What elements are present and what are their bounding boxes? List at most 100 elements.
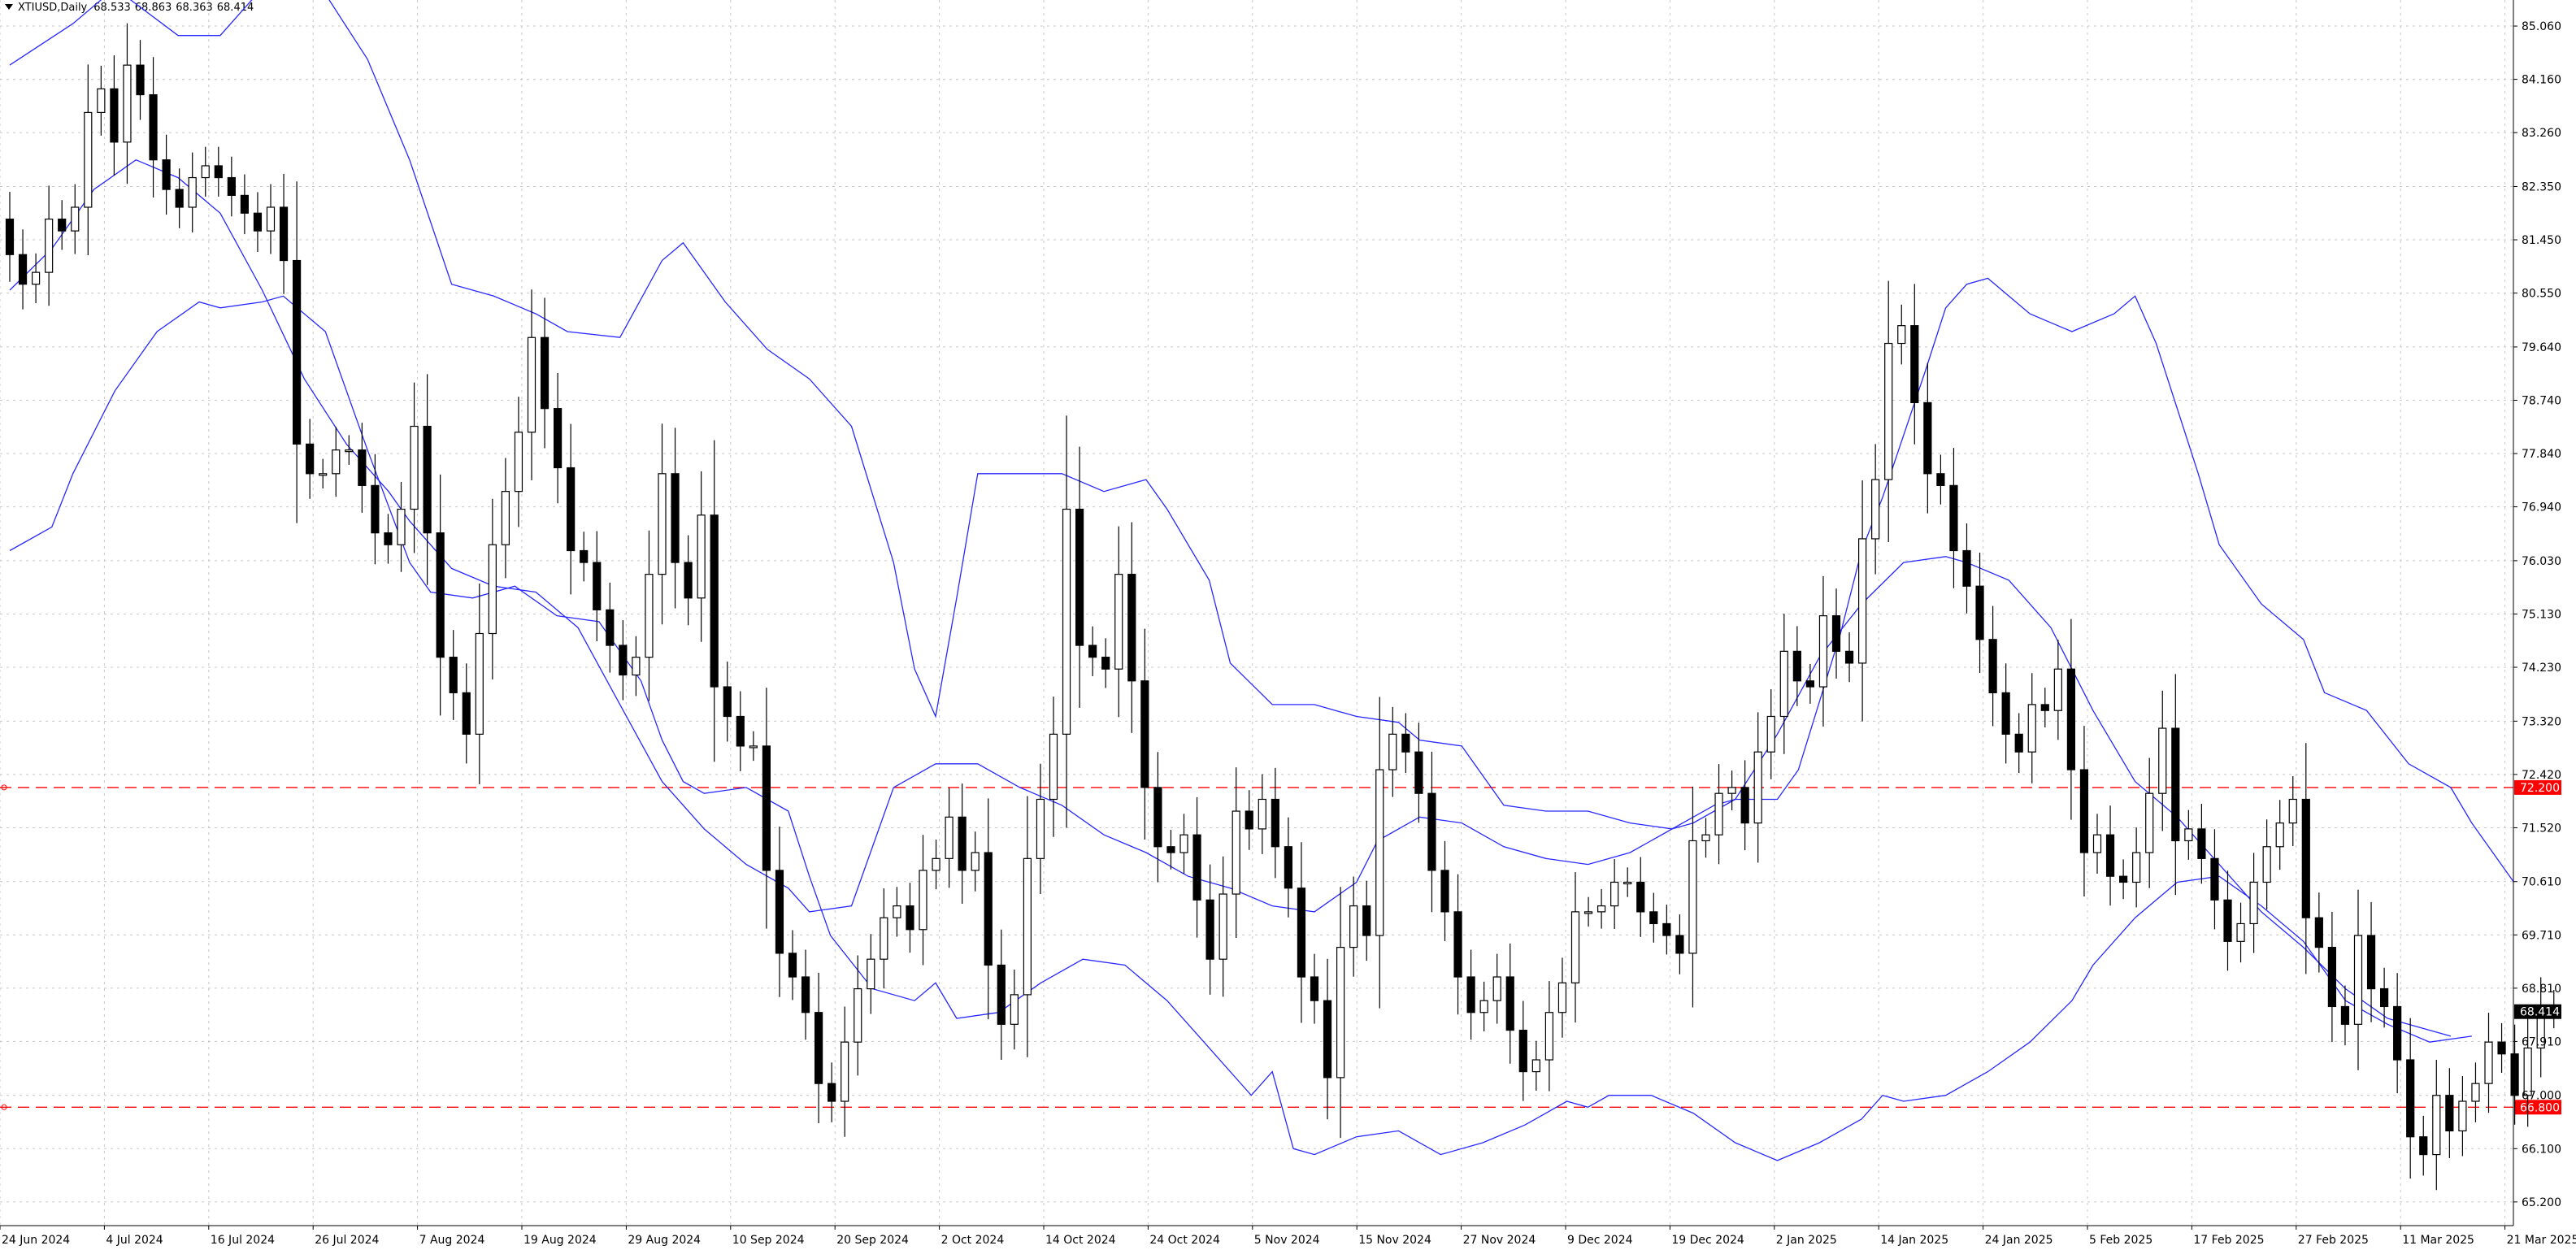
candle-body-bear [384, 532, 393, 545]
candle-body-bear [2380, 987, 2389, 1008]
candle-body-bull [266, 206, 276, 232]
candle [1557, 957, 1567, 1038]
candle [136, 40, 145, 120]
candle-body-bull [1701, 834, 1710, 842]
candle [932, 840, 940, 890]
candle-body-bull [893, 905, 901, 918]
candle [1336, 887, 1345, 1139]
candle-body-bear [436, 532, 445, 658]
y-tick-label: 85.060 [2522, 20, 2561, 33]
candle [1271, 767, 1279, 879]
candle [2340, 985, 2350, 1046]
candle-body-bear [1284, 846, 1293, 889]
candle [1114, 526, 1123, 718]
y-tick-label: 76.030 [2522, 555, 2561, 568]
candle [45, 185, 54, 306]
candle [945, 788, 954, 888]
candle-body-bull [1623, 881, 1632, 885]
candle-body-bear [1844, 650, 1854, 664]
candle-body-bull [2523, 1047, 2532, 1096]
candle [553, 372, 563, 504]
y-tick-label: 76.940 [2522, 501, 2561, 514]
candle-body-bull [945, 816, 954, 859]
candle-body-bear [2314, 917, 2323, 948]
candle [514, 397, 523, 527]
candle [1949, 448, 1958, 588]
candle-body-bull [1557, 982, 1567, 1013]
candle [214, 146, 223, 197]
candle-body-bear [671, 473, 680, 563]
candle-body-bear [723, 686, 732, 718]
candle-body-bear [279, 206, 289, 262]
x-tick-label: 21 Mar 2025 [2507, 1234, 2576, 1247]
candle-body-bear [2001, 692, 2010, 735]
candle [1218, 856, 1227, 997]
candle-body-bull [841, 1041, 849, 1102]
candle-body-bear [2119, 875, 2128, 883]
candle [2184, 809, 2193, 860]
candle [1192, 796, 1201, 938]
candle-body-bull [2262, 846, 2271, 883]
candle [253, 192, 263, 252]
candle-body-bull [84, 111, 93, 208]
candle [1831, 588, 1841, 679]
candle-body-bear [2340, 1005, 2350, 1025]
candle-body-bear [1127, 574, 1136, 682]
candle [867, 934, 875, 1014]
candle [2497, 1022, 2506, 1074]
candle [958, 783, 967, 905]
candle [2197, 803, 2206, 884]
candle-body-bear [1440, 870, 1449, 913]
candle [1388, 706, 1397, 797]
candle-body-bear [2079, 769, 2089, 853]
candle-body-bull [1583, 911, 1593, 914]
candle-body-bear [2210, 857, 2219, 901]
candle-body-bull [97, 88, 106, 114]
candle-body-bull [2053, 668, 2062, 711]
candle-body-bear [58, 218, 67, 232]
x-tick-label: 16 Jul 2024 [211, 1234, 275, 1247]
candle-body-bull [2458, 1100, 2467, 1132]
candle [788, 930, 797, 1000]
candle-body-bear [2066, 668, 2075, 770]
dropdown-triangle-icon[interactable] [5, 4, 13, 10]
candle [645, 530, 654, 701]
candle-body-bull [1049, 733, 1058, 801]
candle [1323, 958, 1332, 1120]
candle [658, 423, 667, 625]
candle-body-bear [1271, 798, 1279, 848]
candle-body-bear [958, 816, 967, 871]
candle [2079, 726, 2089, 896]
candle-body-bear [1414, 751, 1423, 794]
candle [1805, 664, 1814, 704]
candle-body-bear [619, 645, 628, 676]
candle [1179, 814, 1188, 874]
candle-body-bear [1923, 401, 1932, 475]
candle [1466, 949, 1475, 1040]
candle [1245, 790, 1253, 850]
candle-body-bear [1140, 680, 1149, 788]
x-tick-label: 2 Jan 2025 [1776, 1234, 1837, 1247]
candle [462, 663, 471, 764]
candle [1101, 638, 1110, 688]
x-tick-label: 4 Jul 2024 [106, 1234, 163, 1247]
candle-body-bull [1714, 792, 1723, 836]
price-levels: 72.200 66.800 [0, 779, 2561, 1115]
candle-body-bull [1010, 994, 1019, 1025]
candle-body-bear [2406, 1059, 2415, 1138]
candle [1401, 713, 1410, 774]
candle [5, 192, 15, 282]
candle [671, 428, 680, 609]
candle [293, 181, 302, 523]
candle [2236, 902, 2245, 963]
candle-body-bull [880, 917, 888, 960]
candle-body-bull [2484, 1041, 2493, 1084]
x-tick-label: 2 Oct 2024 [941, 1234, 1005, 1247]
level-label-bg [2514, 1100, 2561, 1115]
y-tick-label: 80.550 [2522, 288, 2561, 301]
candle-body-bull [1492, 976, 1501, 1001]
candle-body-bear [906, 905, 914, 931]
x-tick-label: 19 Aug 2024 [523, 1234, 597, 1247]
y-tick-label: 74.230 [2522, 662, 2561, 675]
